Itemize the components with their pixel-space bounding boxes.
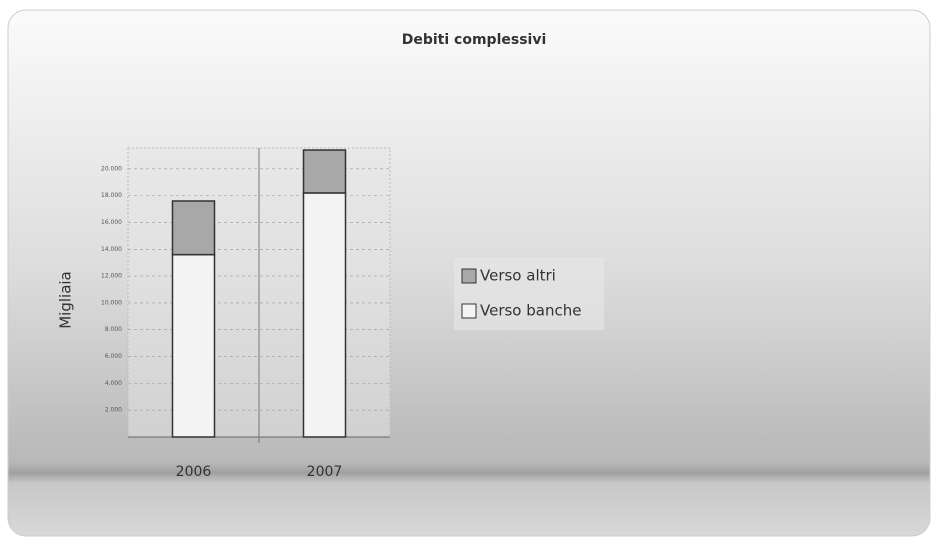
bar-segment — [302, 192, 347, 438]
y-tick-label: 12.000 — [101, 273, 122, 280]
bar-segment — [171, 200, 216, 256]
bar-segment — [302, 149, 347, 194]
x-tick-label: 2006 — [176, 464, 212, 480]
y-tick-label: 18.000 — [101, 192, 122, 199]
y-tick-label: 16.000 — [101, 219, 122, 226]
y-tick-label: 20.000 — [101, 165, 122, 172]
legend-swatch — [461, 268, 477, 284]
legend-swatch — [461, 303, 477, 319]
legend: Verso altri Verso banche — [454, 258, 604, 330]
legend-label: Verso banche — [480, 302, 581, 320]
y-tick-label: 6.000 — [105, 353, 122, 360]
y-tick-label: 2.000 — [105, 407, 122, 414]
y-tick-label: 8.000 — [105, 326, 122, 333]
y-tick-label: 10.000 — [101, 299, 122, 306]
bar-segment — [171, 253, 216, 438]
y-tick-label: 14.000 — [101, 246, 122, 253]
y-tick-label: 4.000 — [105, 380, 122, 387]
chart-title: Debiti complessivi — [402, 32, 547, 48]
y-axis-label: Migliaia — [57, 271, 75, 329]
legend-box — [454, 258, 604, 330]
x-tick-label: 2007 — [307, 464, 343, 480]
legend-label: Verso altri — [480, 267, 556, 285]
